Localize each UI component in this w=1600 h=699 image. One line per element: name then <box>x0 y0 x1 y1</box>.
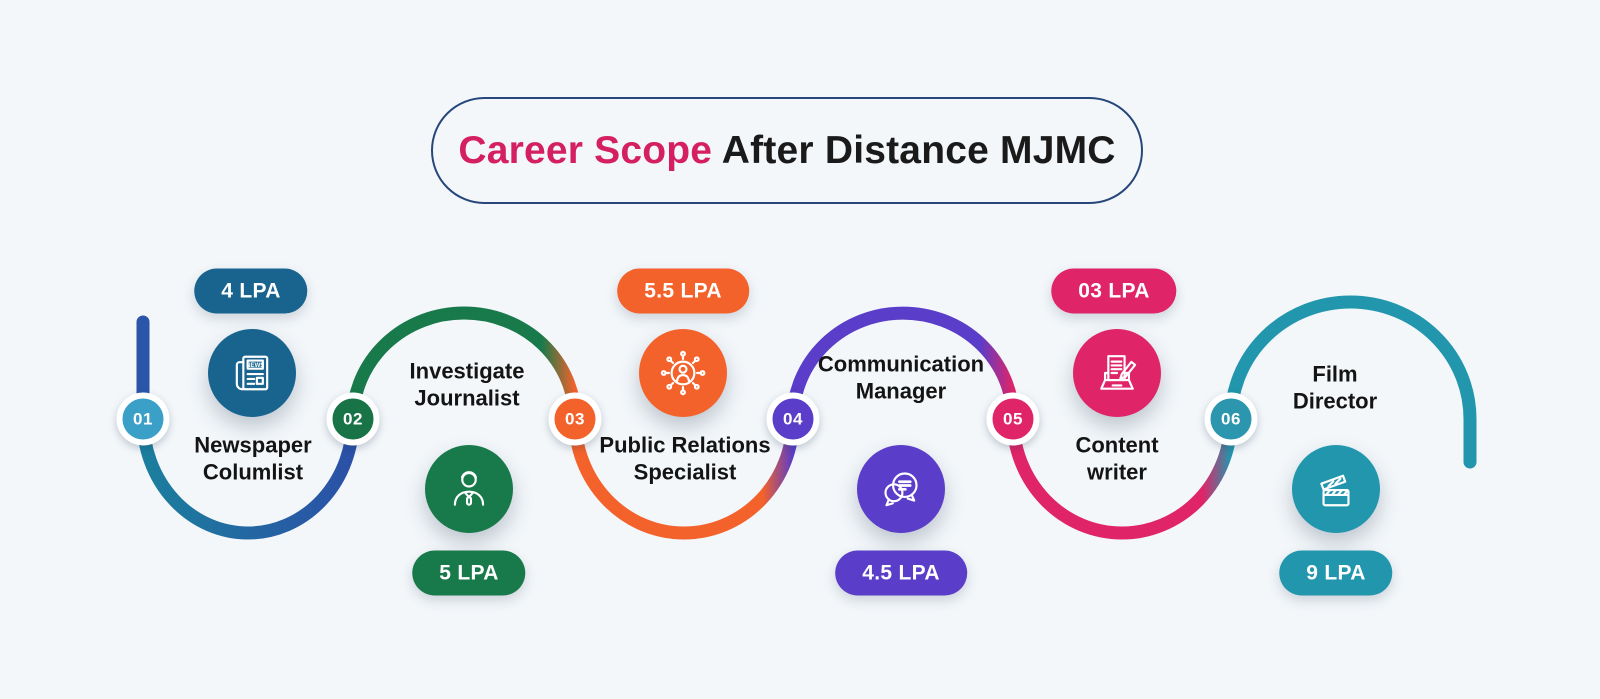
role-icon-circle <box>639 329 727 417</box>
title-highlight: Career Scope <box>458 128 713 172</box>
role-icon-circle <box>425 445 513 533</box>
role-label: Content writer <box>1075 432 1159 485</box>
step-badge: 06 <box>1204 392 1258 446</box>
journalist-icon <box>453 471 485 506</box>
wave-valley-3 <box>568 412 800 540</box>
title-rest: After Distance MJMC <box>712 128 1116 172</box>
wave-arch-6 <box>1224 295 1477 469</box>
clapperboard-icon <box>1320 474 1350 507</box>
salary-pill: 4 LPA <box>194 268 308 314</box>
step-badge: 05 <box>986 392 1040 446</box>
step-badge: 03 <box>548 392 602 446</box>
network-icon <box>660 350 706 396</box>
step-badge: 04 <box>766 392 820 446</box>
salary-pill: 9 LPA <box>1279 550 1393 596</box>
role-icon-circle <box>1073 329 1161 417</box>
role-icon-circle: NEWS <box>208 329 296 417</box>
role-icon-circle <box>1292 445 1380 533</box>
title-banner: Career Scope After Distance MJMC <box>431 97 1143 204</box>
salary-pill: 5 LPA <box>412 550 526 596</box>
role-icon-circle <box>857 445 945 533</box>
role-label: Film Director <box>1292 361 1378 414</box>
role-label: Public Relations Specialist <box>599 432 771 485</box>
salary-pill: 5.5 LPA <box>617 268 749 314</box>
wave-arch-4 <box>786 306 1020 426</box>
salary-pill: 4.5 LPA <box>835 550 967 596</box>
svg-text:NEWS: NEWS <box>246 363 264 369</box>
newspaper-icon: NEWS <box>235 355 269 391</box>
role-label: Investigate Journalist <box>409 358 525 411</box>
role-label: Newspaper Columlist <box>194 432 312 485</box>
step-badge: 02 <box>326 392 380 446</box>
wave-valley-1 <box>136 412 360 540</box>
step-badge: 01 <box>116 392 170 446</box>
wave-arch-2 <box>346 306 582 426</box>
role-label: Communication Manager <box>817 351 985 404</box>
salary-pill: 03 LPA <box>1051 268 1177 314</box>
wave-valley-5 <box>1006 412 1238 540</box>
content-writer-icon <box>1100 355 1137 390</box>
chat-icon <box>884 472 918 507</box>
